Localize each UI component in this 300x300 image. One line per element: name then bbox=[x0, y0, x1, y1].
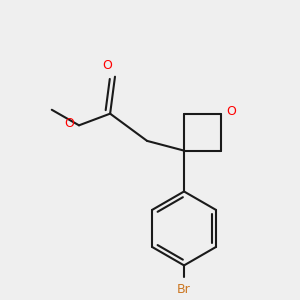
Text: O: O bbox=[64, 117, 74, 130]
Text: O: O bbox=[102, 58, 112, 71]
Text: Br: Br bbox=[177, 283, 191, 296]
Text: O: O bbox=[226, 105, 236, 118]
